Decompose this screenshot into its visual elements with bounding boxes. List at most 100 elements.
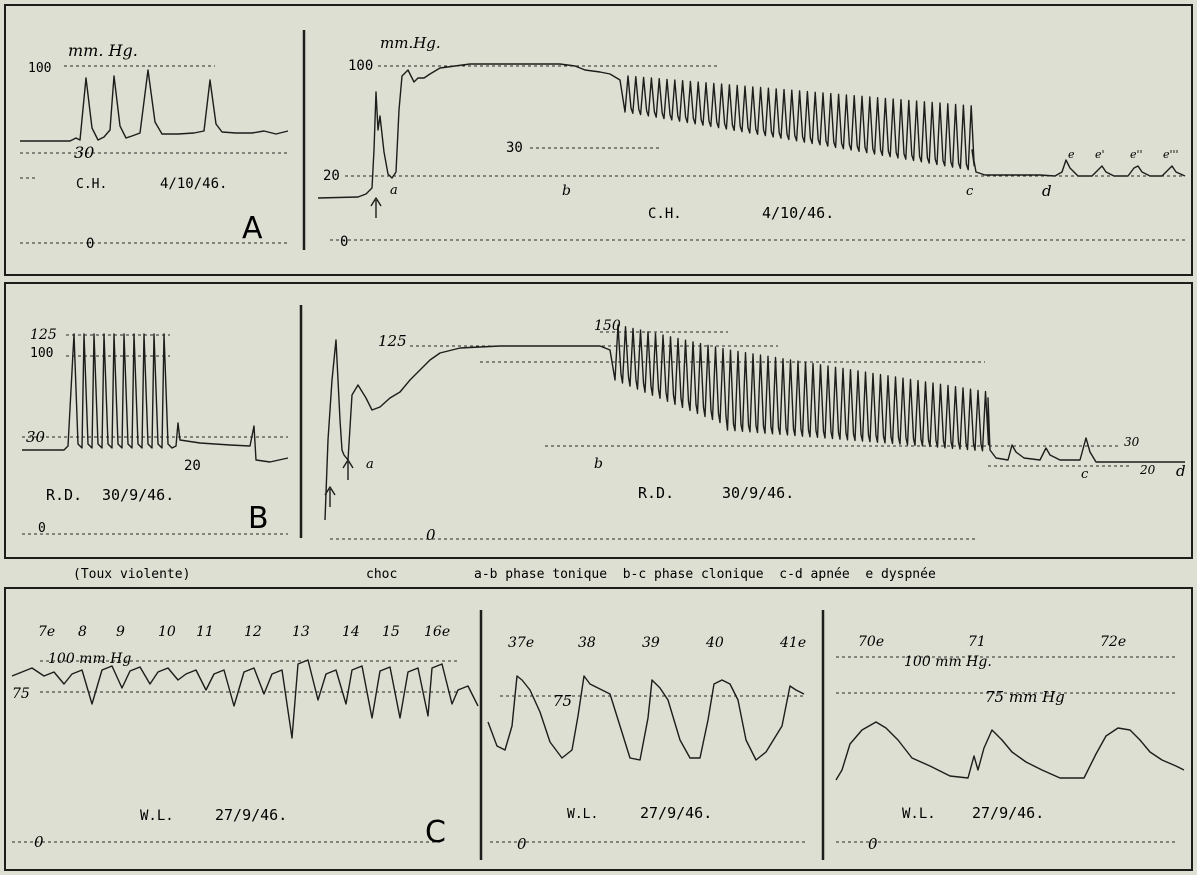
ref-label-100: 100: [28, 61, 51, 76]
ref-label-75: 75: [12, 686, 30, 702]
beat-label: 13: [292, 624, 310, 640]
ref-label-20: 20: [323, 168, 340, 184]
ref-label-0: 0: [340, 234, 348, 250]
panel-c-2: 37e 38 39 40 41e 75 0 W.L. 27/9/46.: [487, 635, 806, 853]
panel-letter-b: B: [248, 501, 269, 536]
legend-toux: (Toux violente): [73, 567, 190, 582]
ref-label-30: 30: [1124, 435, 1140, 449]
caption: W.L.: [140, 808, 174, 824]
beat-label: 8: [78, 624, 87, 640]
pressure-trace: [835, 721, 1185, 781]
caption: W.L.: [902, 806, 936, 822]
ref-label-0: 0: [38, 521, 46, 536]
beat-label: 39: [642, 635, 660, 651]
ref-label-30: 30: [26, 428, 46, 446]
point-label-e3: e''': [1163, 148, 1179, 161]
beat-label: 38: [578, 635, 596, 651]
beat-label: 11: [196, 624, 214, 640]
panel-c-frame: [4, 587, 1193, 871]
panel-b-left: 125 100 30 20 0 R.D. 30/9/46. B: [22, 327, 289, 536]
date: 4/10/46.: [160, 176, 227, 192]
ref-label-30: 30: [74, 143, 94, 162]
ref-label-30: 30: [506, 140, 523, 156]
ref-label-0: 0: [426, 526, 436, 544]
point-label-a: a: [390, 183, 398, 198]
ref-label-20: 20: [184, 458, 201, 474]
beat-labels: 7e 8 9 10 11 12 13 14 15 16e: [38, 624, 450, 640]
ref-label-0: 0: [517, 835, 527, 853]
caption: C.H.: [76, 177, 107, 192]
caption: W.L.: [567, 807, 598, 822]
point-label-d: d: [1176, 462, 1186, 480]
date: 27/9/46.: [640, 804, 712, 822]
beat-labels: 37e 38 39 40 41e: [508, 635, 806, 651]
beat-label: 37e: [508, 635, 534, 651]
point-label-c: c: [1081, 467, 1089, 482]
panel-a-frame: [4, 4, 1193, 276]
point-label-d: d: [1042, 182, 1052, 200]
point-label-e2: e'': [1130, 148, 1143, 161]
point-label-e: e: [1068, 148, 1075, 161]
pressure-trace: [317, 63, 1186, 199]
ref-label-100: 100 mm Hg.: [904, 654, 992, 670]
pressure-trace: [487, 675, 805, 761]
pressure-trace: [11, 659, 479, 739]
legend-phases: a-b phase tonique b-c phase clonique c-d…: [474, 567, 936, 582]
arrow-up-icon: [324, 486, 336, 507]
ref-label-0: 0: [868, 835, 878, 853]
panel-a-right: mm.Hg. 100 30 20 0 a b c d e e' e'' e'''…: [317, 34, 1186, 250]
caption: R.D.: [638, 484, 674, 502]
ref-label-100: 100: [30, 346, 53, 361]
point-label-b: b: [594, 456, 603, 472]
ref-label-75: 75: [553, 692, 572, 710]
caption: R.D.: [46, 486, 82, 504]
ref-label-125: 125: [378, 332, 407, 350]
panel-b-right: 150 125 30 20 0 a b c d R.D. 30/9/46.: [324, 318, 1186, 544]
date: 4/10/46.: [762, 204, 834, 222]
beat-label: 70e: [858, 634, 884, 650]
phase-legend: (Toux violente) choc a-b phase tonique b…: [73, 567, 936, 582]
beat-labels: 70e 71 72e: [858, 634, 1126, 650]
arrow-up-icon: [370, 197, 382, 218]
arrow-up-icon: [342, 459, 354, 480]
panel-c-3: 70e 71 72e 100 mm Hg. 75 mm Hg 0 W.L. 27/9…: [835, 634, 1185, 853]
unit-label: mm. Hg.: [68, 41, 138, 60]
panel-letter-a: A: [242, 211, 263, 246]
panel-a-left: mm. Hg. 100 30 0 C.H. 4/10/46. A: [20, 41, 289, 252]
beat-label: 40: [705, 635, 724, 651]
beat-label: 7e: [38, 624, 55, 640]
date: 27/9/46.: [972, 804, 1044, 822]
point-label-b: b: [562, 183, 571, 199]
beat-label: 15: [382, 624, 400, 640]
ref-label-100: 100: [348, 58, 373, 74]
ref-label-0: 0: [86, 236, 94, 252]
beat-label: 10: [158, 624, 176, 640]
ref-label-75: 75 mm Hg: [985, 688, 1065, 706]
ref-label-100: 100 mm Hg: [48, 651, 131, 667]
point-label-c: c: [966, 184, 974, 199]
pressure-trace: [22, 333, 289, 463]
ref-label-0: 0: [34, 833, 44, 851]
beat-label: 71: [968, 634, 986, 650]
ref-label-20: 20: [1139, 463, 1156, 477]
panel-b-frame: [4, 282, 1193, 559]
date: 30/9/46.: [722, 484, 794, 502]
panel-letter-c: C: [425, 815, 446, 850]
beat-label: 9: [116, 624, 125, 640]
pressure-trace: [324, 324, 1185, 521]
beat-label: 72e: [1100, 634, 1126, 650]
beat-label: 12: [244, 624, 262, 640]
legend-choc: choc: [366, 567, 397, 582]
ref-label-125: 125: [30, 327, 57, 343]
beat-label: 16e: [424, 624, 450, 640]
point-label-a: a: [366, 457, 374, 472]
point-label-e1: e': [1095, 148, 1105, 161]
panel-c-1: 7e 8 9 10 11 12 13 14 15 16e 100 mm Hg 75 0 W.L. …: [11, 624, 479, 851]
beat-label: 14: [342, 624, 360, 640]
unit-label: mm.Hg.: [380, 34, 441, 52]
date: 27/9/46.: [215, 806, 287, 824]
pressure-trace: [20, 69, 289, 142]
date: 30/9/46.: [102, 486, 174, 504]
